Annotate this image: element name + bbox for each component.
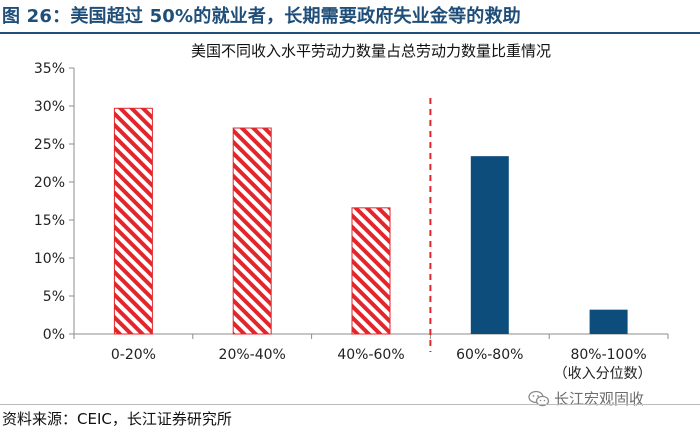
x-tick-label: 20%-40% bbox=[219, 347, 286, 363]
figure-title: 图 26：美国超过 50%的就业者，长期需要政府失业金等的救助 bbox=[2, 6, 521, 27]
bar-80%-100% bbox=[589, 309, 628, 334]
y-tick-label: 10% bbox=[34, 251, 65, 267]
y-tick-label: 25% bbox=[34, 137, 65, 153]
x-tick-label: 0-20% bbox=[111, 347, 156, 363]
y-tick-label: 35% bbox=[34, 61, 65, 77]
bar-0-20% bbox=[113, 107, 153, 335]
x-tick-label: 80%-100% bbox=[570, 347, 646, 363]
x-tick-label: 60%-80% bbox=[456, 347, 523, 363]
bar-chart: 美国不同收入水平劳动力数量占总劳动力数量比重情况 0% 5% 10% 15% 20% 25%… bbox=[34, 42, 669, 382]
chart-title: 美国不同收入水平劳动力数量占总劳动力数量比重情况 bbox=[191, 42, 551, 60]
watermark: 长江宏观固收 bbox=[528, 388, 644, 409]
y-tick-label: 0% bbox=[43, 327, 65, 343]
y-tick-label: 15% bbox=[34, 213, 65, 229]
x-axis-label: （收入分位数） bbox=[554, 366, 652, 382]
bar-20%-40% bbox=[232, 127, 272, 335]
y-tick-label: 30% bbox=[34, 99, 65, 115]
y-tick-label: 20% bbox=[34, 175, 65, 191]
watermark-label: 长江宏观固收 bbox=[554, 390, 645, 408]
y-tick-label: 5% bbox=[43, 289, 65, 305]
wechat-icon bbox=[528, 390, 550, 406]
source-rule bbox=[0, 404, 700, 405]
bar-60%-80% bbox=[470, 156, 509, 334]
x-tick-label: 40%-60% bbox=[337, 347, 404, 363]
source-note: 资料来源：CEIC，长江证券研究所 bbox=[2, 410, 232, 428]
title-rule bbox=[0, 32, 700, 34]
bar-40%-60% bbox=[351, 207, 391, 335]
